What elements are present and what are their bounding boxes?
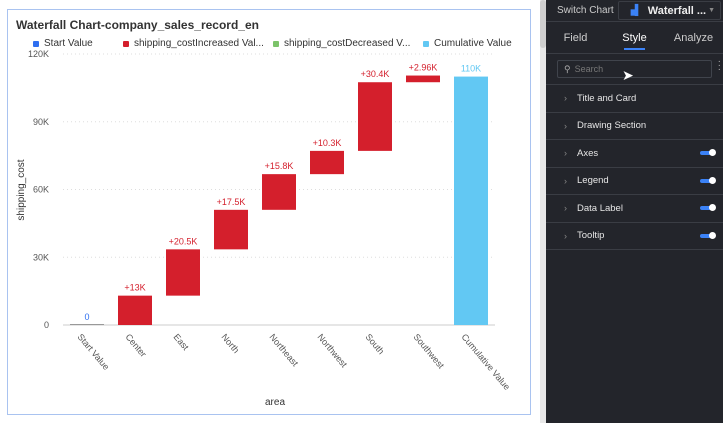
waterfall-chart: 0 30K 60K 90K 120K 0 Start Value +13K Center +20.… [16, 49, 512, 408]
bar-south[interactable] [358, 82, 392, 151]
tab-style[interactable]: Style [605, 22, 664, 54]
bar-north[interactable] [214, 209, 248, 250]
x-tick-label: South [363, 332, 386, 356]
toggle-switch[interactable] [700, 176, 716, 184]
data-label: +13K [124, 283, 145, 293]
bar-cumulative-value[interactable] [454, 76, 488, 325]
chart-title: Waterfall Chart-company_sales_record_en [16, 18, 259, 32]
x-tick-label: East [171, 332, 191, 353]
y-tick-label: 90K [33, 117, 49, 127]
section-drawing-section[interactable]: › Drawing Section [546, 113, 723, 140]
chart-type-select[interactable]: ▗▌ Waterfall ... ▼ [618, 1, 721, 20]
y-axis-title: shipping_cost [16, 159, 27, 220]
legend-item-decreased[interactable]: shipping_costDecreased V... [273, 38, 423, 49]
section-tooltip[interactable]: › Tooltip [546, 223, 723, 250]
bar-southwest[interactable] [406, 75, 440, 83]
legend-item-cumulative[interactable]: Cumulative Value [423, 38, 512, 49]
bar-east[interactable] [166, 249, 200, 296]
legend-item-start-value[interactable]: Start Value [33, 38, 123, 49]
waterfall-chart-icon: ▗▌ [627, 5, 642, 16]
search-icon: ⚲ [564, 63, 571, 74]
toggle-switch[interactable] [700, 149, 716, 157]
more-options-icon[interactable]: · · · [717, 56, 721, 75]
chart-card: Waterfall Chart-company_sales_record_en … [7, 9, 531, 415]
mouse-cursor-icon: ➤ [622, 67, 634, 83]
x-axis-title: area [265, 397, 285, 408]
section-axes[interactable]: › Axes [546, 140, 723, 168]
bar-center[interactable] [118, 295, 152, 325]
section-title-and-card[interactable]: › Title and Card [546, 85, 723, 113]
legend-swatch [123, 40, 129, 47]
chevron-right-icon: › [564, 148, 567, 159]
y-tick-label: 0 [44, 320, 49, 330]
chart-legend: Start Value shipping_costIncreased Val..… [33, 38, 512, 49]
y-tick-label: 60K [33, 185, 49, 195]
chevron-right-icon: › [564, 175, 567, 186]
x-tick-label: North [219, 332, 241, 355]
data-label: 0 [84, 312, 89, 322]
config-panel: Switch Chart ▗▌ Waterfall ... ▼ Field St… [546, 0, 723, 423]
caret-down-icon: ▼ [708, 7, 715, 14]
x-tick-label: Center [123, 332, 148, 359]
search-input[interactable]: ⚲ Search [557, 60, 712, 78]
scrollbar-thumb[interactable] [540, 0, 546, 48]
data-label: +20.5K [169, 236, 198, 246]
data-label: +10.3K [313, 138, 342, 148]
y-tick-label: 120K [28, 49, 49, 59]
tab-analyze[interactable]: Analyze [673, 31, 714, 44]
chevron-right-icon: › [564, 120, 567, 131]
data-label: +15.8K [265, 161, 294, 171]
x-tick-label: Cumulative Value [459, 332, 512, 392]
x-tick-label: Start Value [75, 332, 111, 372]
x-tick-label: Northwest [315, 332, 349, 370]
tab-field[interactable]: Field [563, 31, 588, 44]
x-tick-label: Southwest [411, 332, 446, 371]
data-label: 110K [461, 64, 481, 74]
section-data-label[interactable]: › Data Label [546, 195, 723, 223]
legend-swatch [33, 40, 39, 47]
chevron-right-icon: › [564, 203, 567, 214]
toggle-switch[interactable] [700, 231, 716, 239]
data-label: +30.4K [361, 69, 390, 79]
data-label: +2.96K [409, 63, 438, 73]
scrollbar[interactable] [540, 0, 546, 423]
legend-swatch [273, 40, 279, 47]
bar-northeast[interactable] [262, 174, 296, 210]
chevron-right-icon: › [564, 93, 567, 104]
legend-item-increased[interactable]: shipping_costIncreased Val... [123, 38, 273, 49]
data-label: +17.5K [217, 197, 246, 207]
x-tick-label: Northeast [267, 332, 300, 369]
y-tick-label: 30K [33, 252, 49, 262]
legend-swatch [423, 40, 429, 47]
bar-northwest[interactable] [310, 150, 344, 175]
toggle-switch[interactable] [700, 204, 716, 212]
section-legend[interactable]: › Legend [546, 168, 723, 195]
switch-chart-label: Switch Chart [557, 5, 614, 16]
bar-start-value[interactable] [70, 324, 104, 325]
chevron-right-icon: › [564, 230, 567, 241]
